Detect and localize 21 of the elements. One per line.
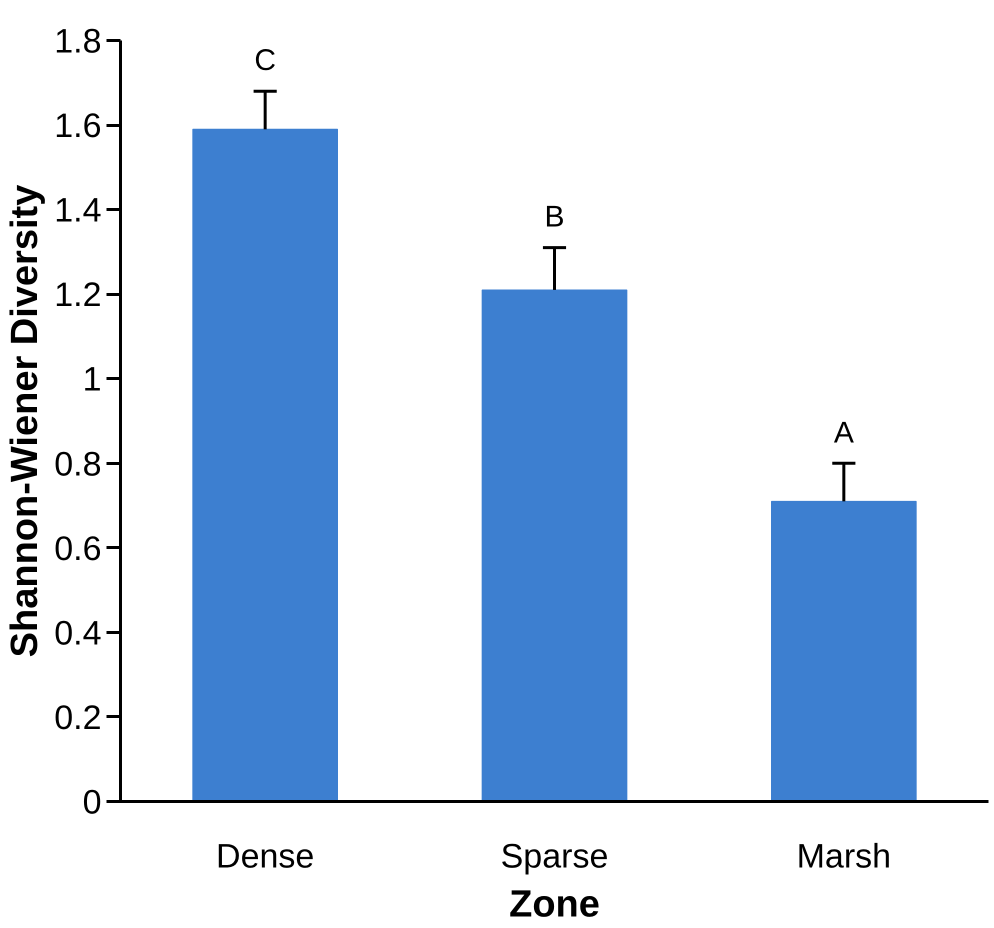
annotation: B [544, 200, 565, 234]
y-tick-label: 0.6 [54, 530, 102, 568]
x-tick-label: Marsh [796, 838, 892, 876]
y-tick-label: 1.6 [54, 107, 102, 146]
y-tick-label: 0.4 [54, 614, 102, 652]
y-tick-label: 1.4 [54, 192, 102, 230]
bar [771, 500, 917, 802]
annotation: A [834, 416, 854, 450]
y-tick-label: 1 [82, 360, 102, 399]
x-tick-label: Dense [216, 838, 314, 876]
y-tick-label: 1.2 [54, 276, 102, 314]
y-axis-title: Shannon-Wiener Diversity [4, 184, 46, 658]
y-tick-label: 0.8 [54, 445, 102, 484]
y-tick-label: 1.8 [54, 22, 102, 60]
annotation: C [254, 44, 276, 78]
x-tick-label: Sparse [500, 838, 608, 876]
bar [482, 289, 628, 802]
y-tick-label: 0.2 [54, 698, 102, 737]
bar [192, 128, 338, 802]
y-tick-label: 0 [82, 784, 102, 822]
x-axis-title: Zone [509, 884, 600, 926]
